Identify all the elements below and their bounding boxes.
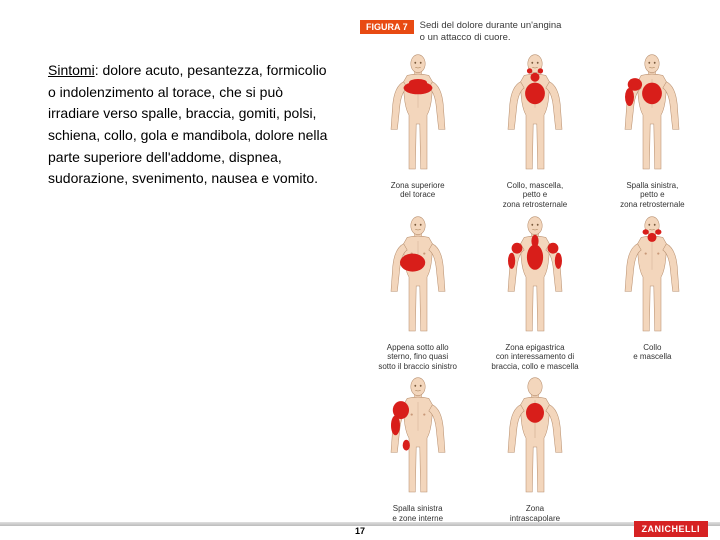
body-caption-2: Spalla sinistra,petto ezona retrosternal… bbox=[595, 181, 710, 210]
body-grid: Zona superioredel torace Collo, mascella… bbox=[360, 52, 710, 525]
symptoms-paragraph: Sintomi: dolore acuto, pesantezza, formi… bbox=[48, 60, 328, 190]
body-cell-7: Zonaintrascapolare bbox=[477, 375, 592, 524]
body-illustration-6 bbox=[360, 375, 475, 501]
figure-header: FIGURA 7 Sedi del dolore durante un'angi… bbox=[360, 20, 710, 44]
page-number: 17 bbox=[355, 526, 365, 536]
body-caption-1: Collo, mascella,petto ezona retrosternal… bbox=[477, 181, 592, 210]
body-illustration-2 bbox=[595, 52, 710, 178]
body-illustration-5 bbox=[595, 214, 710, 340]
brand-badge: ZANICHELLI bbox=[634, 521, 709, 537]
body-caption-4: Zona epigastricacon interessamento dibra… bbox=[477, 343, 592, 372]
body-cell-3: Appena sotto allosterno, fino quasisotto… bbox=[360, 214, 475, 372]
body-illustration-0 bbox=[360, 52, 475, 178]
body-caption-5: Colloe mascella bbox=[595, 343, 710, 363]
body-caption-0: Zona superioredel torace bbox=[360, 181, 475, 201]
body-cell-6: Spalla sinistrae zone interne bbox=[360, 375, 475, 524]
body-illustration-4 bbox=[477, 214, 592, 340]
figure-badge: FIGURA 7 bbox=[360, 20, 414, 34]
body-cell-2: Spalla sinistra,petto ezona retrosternal… bbox=[595, 52, 710, 210]
figure-7: FIGURA 7 Sedi del dolore durante un'angi… bbox=[360, 20, 710, 524]
body-illustration-7 bbox=[477, 375, 592, 501]
body-illustration-1 bbox=[477, 52, 592, 178]
body-cell-0: Zona superioredel torace bbox=[360, 52, 475, 210]
body-illustration-3 bbox=[360, 214, 475, 340]
body-cell-1: Collo, mascella,petto ezona retrosternal… bbox=[477, 52, 592, 210]
symptoms-body: : dolore acuto, pesantezza, formicolio o… bbox=[48, 62, 327, 186]
symptoms-label: Sintomi bbox=[48, 62, 95, 78]
body-caption-3: Appena sotto allosterno, fino quasisotto… bbox=[360, 343, 475, 372]
footer: 17 ZANICHELLI bbox=[0, 518, 720, 540]
body-cell-5: Colloe mascella bbox=[595, 214, 710, 372]
body-cell-4: Zona epigastricacon interessamento dibra… bbox=[477, 214, 592, 372]
figure-title: Sedi del dolore durante un'angina o un a… bbox=[420, 20, 562, 44]
